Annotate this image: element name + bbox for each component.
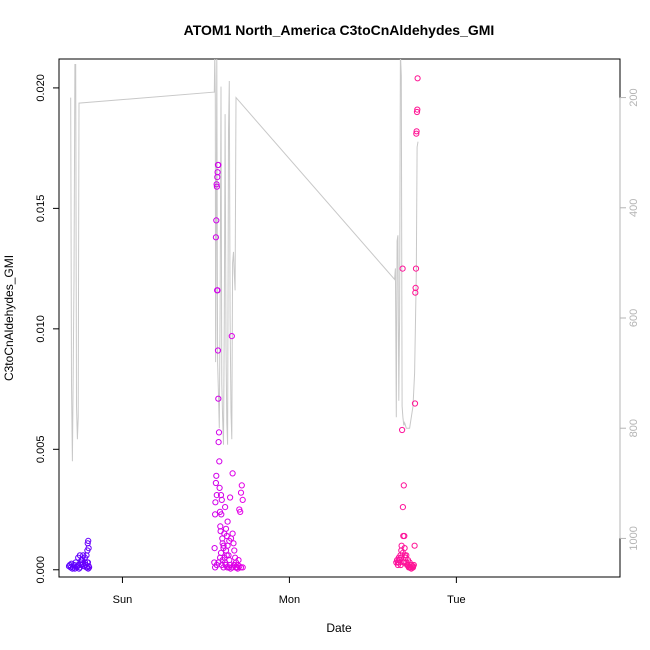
data-point xyxy=(215,161,222,169)
data-point xyxy=(239,496,246,503)
data-point xyxy=(235,557,242,564)
data-point xyxy=(221,554,228,561)
data-points-layer xyxy=(65,75,421,572)
data-point xyxy=(215,395,222,402)
plot-area xyxy=(58,58,621,578)
y-axis-label: C3toCnAldehydes_GMI xyxy=(2,255,16,381)
data-point xyxy=(412,284,419,291)
data-point xyxy=(229,470,236,477)
data-point xyxy=(226,537,233,545)
data-point xyxy=(224,518,231,525)
data-point xyxy=(229,530,236,537)
data-point xyxy=(81,559,89,566)
data-point xyxy=(215,429,223,436)
data-point xyxy=(411,542,418,549)
data-point xyxy=(212,234,219,241)
data-point xyxy=(400,559,407,566)
x-axis: Sun Mon Tue xyxy=(113,576,466,606)
data-point xyxy=(238,482,245,489)
right-tick-label: 200 xyxy=(628,88,640,106)
data-point xyxy=(232,564,239,571)
data-point xyxy=(214,347,222,354)
right-pressure-axis: 200 400 600 800 1000 xyxy=(619,88,640,551)
data-point xyxy=(225,564,233,571)
data-point xyxy=(214,169,221,176)
y-tick-label: 0.000 xyxy=(35,556,47,584)
data-point xyxy=(228,333,235,340)
y-tick-label: 0.015 xyxy=(35,195,47,223)
data-point xyxy=(213,217,220,224)
data-point xyxy=(212,564,219,571)
data-point xyxy=(69,565,76,572)
data-point xyxy=(399,504,406,511)
data-point xyxy=(234,564,241,571)
plot-frame xyxy=(58,58,621,578)
data-point xyxy=(237,489,245,496)
data-point xyxy=(218,496,225,503)
right-tick-label: 800 xyxy=(628,419,640,437)
data-point xyxy=(85,545,92,552)
data-point xyxy=(412,265,420,272)
pressure-line xyxy=(70,59,419,462)
y-tick-label: 0.010 xyxy=(35,315,47,343)
data-point xyxy=(85,537,92,545)
data-point xyxy=(231,547,238,554)
data-point xyxy=(222,525,230,532)
data-point xyxy=(216,458,223,465)
data-point xyxy=(237,508,244,515)
data-point xyxy=(212,499,219,506)
data-point xyxy=(217,549,225,557)
right-tick-label: 400 xyxy=(628,199,640,217)
data-point xyxy=(220,542,227,549)
data-point xyxy=(222,504,229,511)
x-axis-label: Date xyxy=(326,621,352,635)
data-point xyxy=(222,547,230,554)
data-point xyxy=(212,511,219,518)
data-point xyxy=(409,564,417,571)
data-point xyxy=(213,472,220,479)
data-point xyxy=(414,106,421,113)
data-point xyxy=(80,552,87,559)
data-point xyxy=(218,511,225,518)
data-point xyxy=(212,479,219,487)
chart-title: ATOM1 North_America C3toCnAldehydes_GMI xyxy=(184,22,495,38)
data-point xyxy=(85,565,92,572)
data-point xyxy=(227,494,234,501)
y-tick-label: 0.020 xyxy=(35,74,47,102)
data-point xyxy=(411,400,419,407)
data-point xyxy=(215,439,222,446)
data-point xyxy=(399,265,406,272)
data-point xyxy=(413,108,421,116)
data-point xyxy=(399,426,406,434)
data-point xyxy=(84,564,91,571)
x-tick-label: Mon xyxy=(279,594,300,606)
x-tick-label: Tue xyxy=(447,594,466,606)
data-point xyxy=(414,75,421,82)
data-point xyxy=(211,545,218,552)
data-point xyxy=(413,128,420,135)
data-point xyxy=(85,563,92,570)
x-tick-label: Sun xyxy=(113,594,133,606)
right-tick-label: 1000 xyxy=(628,526,640,550)
y-tick-label: 0.005 xyxy=(35,436,47,464)
pressure-line-layer xyxy=(70,59,419,462)
data-point xyxy=(400,482,407,489)
data-point xyxy=(216,484,223,491)
data-point xyxy=(401,532,408,540)
data-point xyxy=(214,287,221,294)
right-tick-label: 600 xyxy=(628,309,640,327)
data-point xyxy=(213,183,220,190)
data-point xyxy=(213,181,220,188)
data-point xyxy=(413,130,420,137)
y-axis: 0.000 0.005 0.010 0.015 0.020 xyxy=(35,74,60,584)
data-point xyxy=(213,492,220,499)
